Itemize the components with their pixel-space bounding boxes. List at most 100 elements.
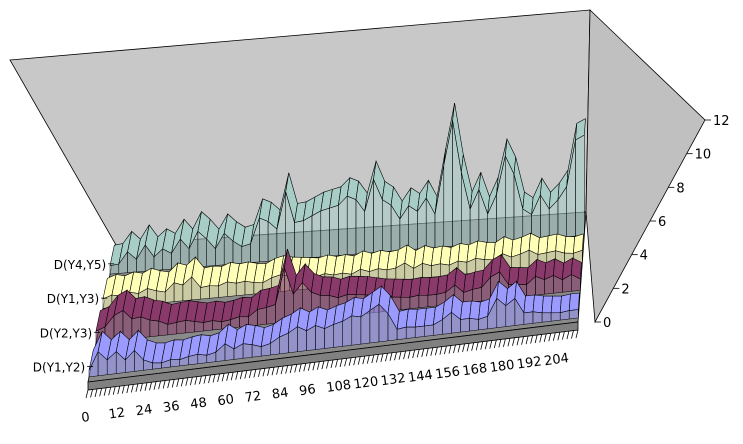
ribbon-face (431, 263, 441, 278)
ribbon-face (342, 315, 353, 347)
x-tick (348, 357, 352, 366)
ribbon-segment (550, 295, 562, 314)
series-axis: D(Y1,Y2) D(Y2,Y3) D(Y1,Y3) D(Y4,Y5) (33, 258, 115, 375)
x-tick (271, 367, 275, 376)
x-tick (512, 337, 515, 346)
ribbon-segment (535, 259, 547, 281)
ribbon-face (149, 319, 160, 338)
x-tick (176, 378, 180, 387)
ribbon-face (382, 199, 392, 253)
x-tick (303, 363, 307, 372)
series-ribbon (109, 103, 586, 275)
ribbon-face (414, 325, 425, 338)
x-tick-label: 108 (325, 378, 352, 396)
x-tick (407, 350, 411, 359)
x-tick (140, 383, 143, 392)
ribbon-face (311, 210, 322, 258)
x-tick (167, 379, 171, 389)
ribbon-face (266, 304, 276, 325)
x-tick (212, 374, 216, 383)
ribbon-face (244, 281, 255, 296)
ribbon-face (197, 354, 208, 365)
z-tick-label: 0 (603, 316, 611, 331)
x-tick (353, 357, 357, 366)
x-tick-label: 72 (244, 389, 262, 406)
ribbon-face (460, 318, 470, 333)
ribbon-face (369, 303, 380, 344)
x-tick (548, 333, 552, 342)
x-tick (516, 337, 520, 346)
x-tick (135, 383, 139, 392)
ribbon-face (185, 320, 195, 334)
x-tick-label: 0 (80, 410, 90, 426)
x-tick (375, 354, 379, 363)
ribbon-face (532, 311, 543, 324)
x-tick (539, 334, 543, 343)
x-tick (453, 344, 456, 354)
x-tick (217, 373, 220, 382)
ribbon-segment (541, 295, 553, 314)
ribbon-face (568, 309, 579, 320)
series-label: D(Y1,Y2) (33, 361, 85, 375)
x-tick (262, 368, 266, 377)
x-tick (294, 364, 298, 373)
ribbon-face (472, 287, 482, 303)
ribbon-face (469, 318, 479, 332)
x-tick (403, 351, 406, 360)
x-tick (571, 330, 574, 339)
x-tick (289, 364, 293, 374)
ribbon-face (427, 294, 438, 308)
series-label: D(Y4,Y5) (54, 258, 106, 272)
x-tick (498, 339, 502, 348)
x-tick (90, 389, 93, 398)
x-tick (421, 348, 425, 357)
ribbon-face (173, 282, 184, 302)
ribbon-face (227, 281, 237, 297)
x-tick (194, 376, 198, 385)
ribbon-face (346, 195, 357, 255)
ribbon-segment (517, 267, 529, 286)
x-tick (507, 338, 511, 347)
x-tick (85, 389, 89, 399)
x-tick (285, 365, 289, 374)
ribbon-face (209, 285, 219, 299)
x-tick (108, 387, 112, 396)
ribbon-face (405, 326, 416, 339)
x-tick-label: 180 (489, 358, 516, 376)
x-tick (552, 332, 556, 341)
ribbon-face (176, 320, 186, 335)
x-tick (149, 382, 152, 391)
x-tick-label: 204 (543, 351, 570, 369)
ribbon-face (324, 324, 334, 349)
x-tick (94, 388, 98, 397)
x-tick (398, 351, 402, 360)
x-tick (330, 359, 334, 369)
series-ribbon (88, 280, 580, 378)
x-tick (117, 386, 121, 395)
x-tick (362, 356, 366, 365)
x-tick-label: 12 (108, 405, 126, 422)
x-tick-label: 168 (462, 361, 489, 379)
x-tick (248, 369, 252, 379)
x-tick (230, 372, 234, 381)
x-tick (562, 331, 565, 340)
x-tick (335, 359, 338, 368)
ribbon-face (424, 324, 434, 337)
x-tick (534, 334, 538, 344)
x-tick (416, 349, 420, 358)
ribbon-face (297, 326, 307, 352)
ribbon-face (235, 280, 246, 296)
x-tick-label: 36 (162, 399, 180, 416)
ribbon-face (541, 312, 552, 323)
x-tick (103, 387, 107, 396)
ribbon-segment (568, 292, 580, 311)
ribbon-face (212, 320, 222, 331)
x-tick (489, 340, 493, 349)
ribbon-face (418, 294, 429, 309)
x-tick (258, 368, 261, 377)
z-tick-label: 12 (713, 114, 730, 129)
x-tick-label: 48 (189, 395, 207, 412)
x-tick-label: 60 (217, 392, 235, 409)
ribbon-face (320, 207, 330, 258)
